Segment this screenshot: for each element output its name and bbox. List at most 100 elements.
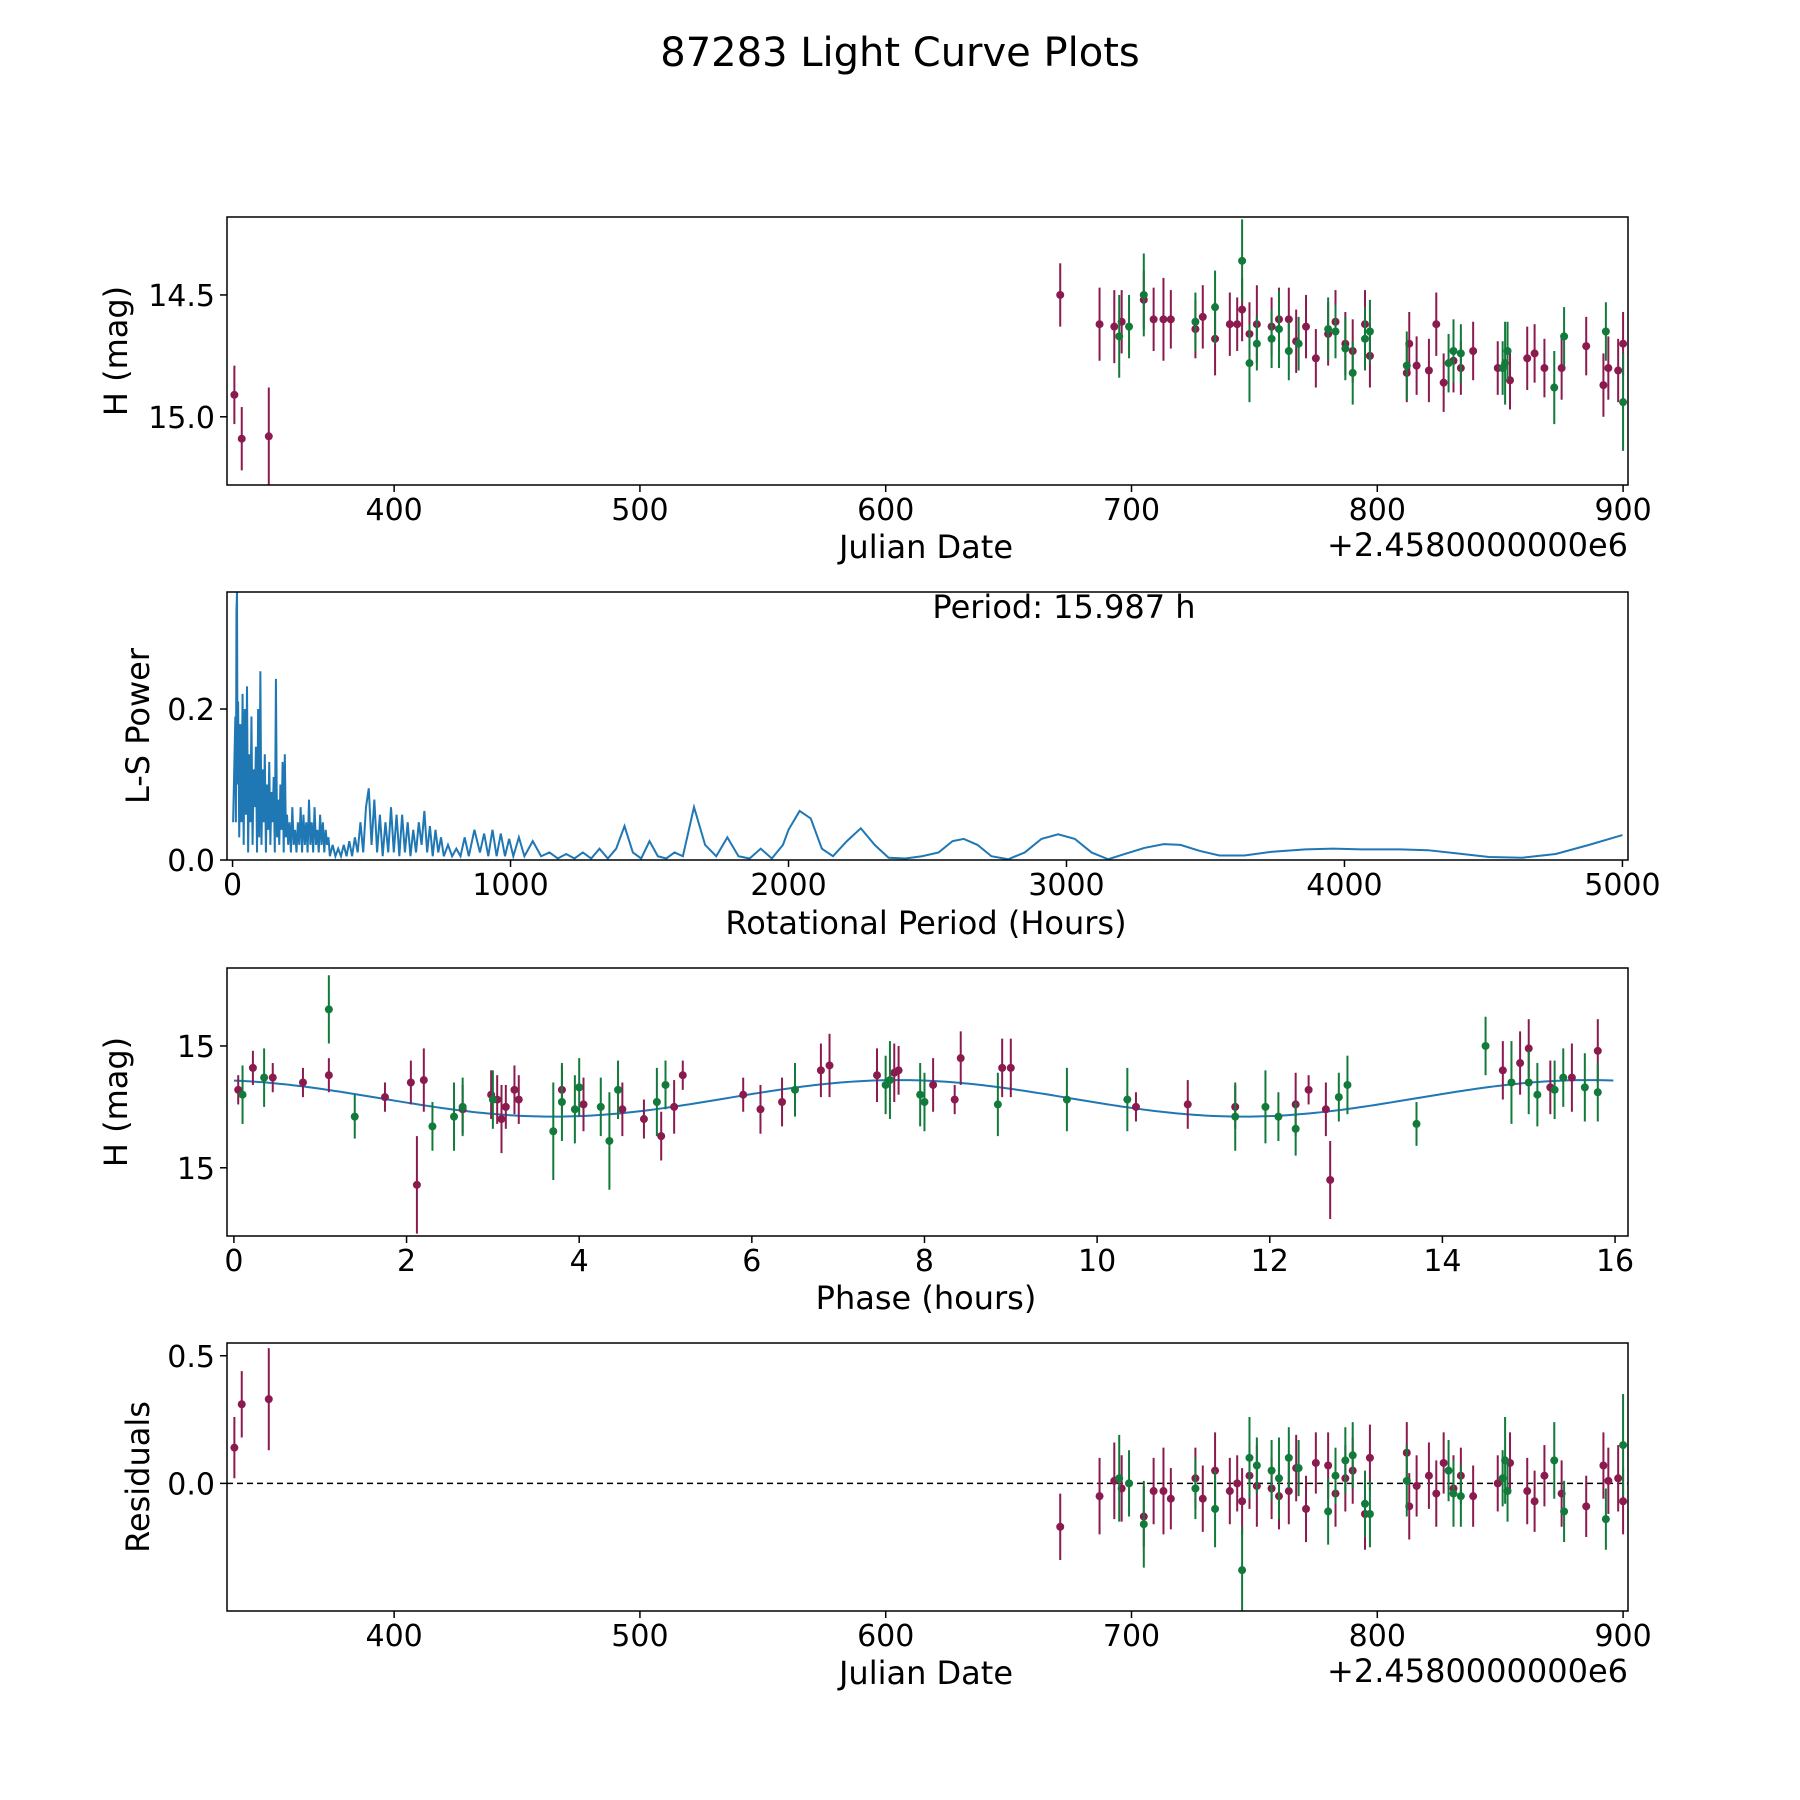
residuals-point-band_b [1125,1450,1134,1517]
light_curve-point-band_b [1365,299,1374,364]
light_curve-point-band_b [1444,333,1453,393]
phase_curve-point-band_a [639,1099,648,1139]
residuals-point-band_b [1456,1465,1465,1527]
phase_curve-data-point [652,1098,661,1106]
phase_curve-data-point [1274,1112,1283,1121]
phase_curve-point-band_b [916,1063,925,1127]
light_curve-x-tick-label: 900 [1594,493,1651,528]
phase_curve-x-tick-label: 12 [1251,1244,1289,1279]
residuals-point-band_a [1439,1432,1448,1494]
residuals-point-band_a [264,1348,273,1451]
phase_curve-point-band_b [488,1070,497,1129]
light_curve-point-band_a [1469,321,1478,381]
light_curve-data-point [1125,322,1134,331]
residuals-point-band_b [1560,1480,1569,1543]
light_curve-point-band_b [1550,351,1559,425]
light_curve-data-point [1115,332,1124,341]
residuals-data-point [1560,1507,1569,1516]
residuals-data-point [1324,1507,1333,1516]
light_curve-point-band_a [1424,338,1433,403]
light_curve-point-band_a [1439,353,1448,412]
phase_curve-data-point [1593,1088,1602,1097]
light_curve-point-band_a [1159,277,1168,361]
light_curve-data-point [237,434,246,443]
residuals-data-point [1432,1489,1441,1498]
phase_curve-point-band_a [1567,1043,1576,1112]
light_curve-x-tick-label: 600 [857,493,914,528]
residuals-data-point [1365,1453,1374,1462]
residuals-data-point [1225,1487,1234,1496]
residuals-data-point [1493,1479,1502,1488]
light_curve-data-point [1619,398,1628,407]
residuals-data-point [230,1443,239,1452]
light_curve-point-band_b [1274,290,1283,369]
phase_curve-data-point [639,1115,648,1124]
light_curve-data-point [1456,349,1465,358]
phase_curve-data-point [1326,1175,1335,1184]
light_curve-point-band_b [1324,297,1333,361]
phase_curve-y-tick-label: 15 [177,1152,215,1187]
residuals-point-band_a [1540,1445,1549,1507]
light_curve-point-band_b [1601,302,1610,361]
phase_curve-point-band_b [661,1060,670,1110]
residuals-point-band_b [1449,1460,1458,1527]
light_curve-data-point [1439,378,1448,387]
phase_curve-data-point [1304,1085,1313,1094]
residuals-x-tick-label: 500 [611,1619,668,1654]
phase_curve-point-band_a [406,1060,415,1105]
phase_curve-point-band_b [260,1048,269,1107]
phase_curve-point-band_a [894,1045,903,1095]
light_curve-data-point [1560,332,1569,341]
phase_curve-x-tick-label: 0 [224,1244,243,1279]
phase_curve-data-point [1291,1124,1300,1133]
phase_curve-data-point [1498,1066,1507,1075]
light_curve-point-band_b [1238,219,1247,303]
light_curve-data-point [1469,347,1478,355]
residuals-data-point [1619,1497,1628,1506]
residuals-data-point [1284,1487,1293,1496]
phase_curve-data-point [570,1105,579,1114]
phase_curve-point-band_a [998,1038,1007,1098]
light_curve-point-band_b [1284,321,1293,381]
phase_curve-data-point [929,1080,938,1089]
phase_curve-point-band_b [1261,1070,1270,1144]
phase_curve-point-band_a [268,1063,277,1093]
residuals-point-band_a [237,1371,246,1438]
residuals-point-band_b [1444,1439,1453,1502]
residuals-data-point [1604,1476,1613,1485]
residuals-marks [227,1348,1628,1611]
light_curve-data-point [1530,349,1539,358]
phase_curve-data-point [350,1112,359,1121]
residuals-data-point [1115,1474,1124,1483]
phase_curve-point-band_b [1062,1067,1071,1132]
residuals-x-tick-label: 800 [1349,1619,1406,1654]
phase_curve-point-band_a [1006,1038,1015,1098]
residuals-data-point [1095,1492,1104,1501]
light_curve-point-band_a [1198,285,1207,349]
phase_curve-data-point [1062,1095,1071,1104]
residuals-point-band_a [1530,1470,1539,1532]
phase_curve-data-point [1550,1085,1559,1094]
residuals-point-band_b [1365,1480,1374,1548]
phase_curve-data-point [501,1102,510,1111]
phase_curve-data-point [605,1136,614,1145]
light_curve-data-point [1582,342,1591,351]
light-curve-ticks: 400 500 600 700 800 900 15.0 14.5 [148,279,1652,528]
residuals-data-point [1238,1566,1247,1575]
light_curve-data-point [1233,320,1242,329]
light_curve-data-point [1211,303,1220,312]
residuals-point-band_a [1493,1455,1502,1512]
residuals-data-point [1166,1494,1175,1503]
residuals-data-point [1302,1504,1311,1513]
light_curve-point-band_a [1604,336,1613,400]
light_curve-point-band_b [1191,292,1200,351]
residuals-data-point [1198,1494,1207,1503]
light_curve-data-point [1424,366,1433,375]
phase_curve-data-point [488,1095,497,1104]
phase_curve-data-point [1481,1041,1490,1050]
periodogram-axes-frame [226,591,1629,861]
phase_curve-point-band_b [993,1072,1002,1137]
residuals-point-band_b [1115,1434,1124,1522]
phase_curve-data-point [419,1076,428,1085]
